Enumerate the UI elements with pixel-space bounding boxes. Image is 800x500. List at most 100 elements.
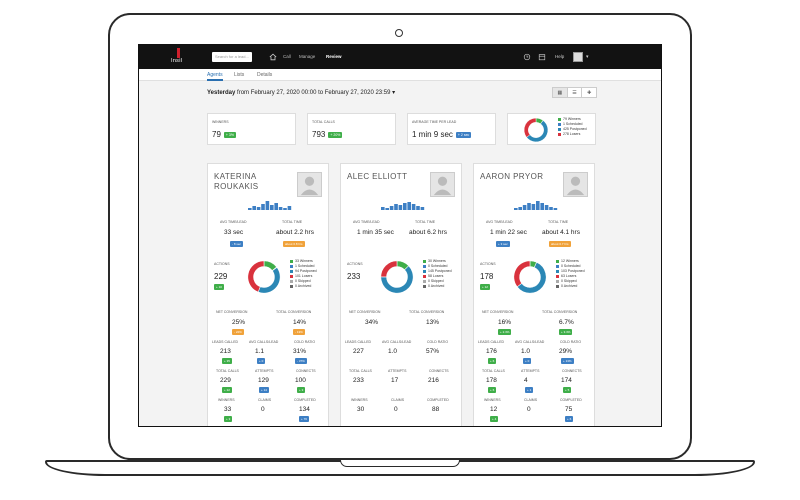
list-view-icon[interactable]: ☰ <box>568 88 583 97</box>
actions-legend: 30 Winners 0 Scheduled 145 Postponed 58 Los… <box>423 259 452 289</box>
completed-value: 88 <box>432 406 440 413</box>
sparkline-bar <box>381 207 385 210</box>
grid-view-icon[interactable]: ▦ <box>553 88 568 97</box>
cold-ratio-value: 57% <box>426 348 440 355</box>
claims-label: CLAIMS <box>391 398 405 402</box>
tab-details[interactable]: Details <box>257 72 273 78</box>
completed-label: COMPLETED <box>294 398 316 402</box>
total-conversion-label: TOTAL CONVERSION <box>276 310 312 314</box>
leads-called-value: 227 <box>353 348 364 355</box>
cold-ratio-label: COLD RATIO <box>427 340 449 344</box>
summary-avg-time-card: AVERAGE TIME PER LEAD 1 min 9 sec + 2 sec <box>407 113 496 145</box>
chevron-down-icon[interactable]: ▾ <box>586 54 589 60</box>
total-time-value: about 4.1 hrs <box>542 229 580 236</box>
attempts-label: ATTEMPTS <box>521 369 540 373</box>
attempts-label: ATTEMPTS <box>255 369 274 373</box>
sparkline-bar <box>540 203 544 210</box>
sparkline-bar <box>256 207 261 210</box>
completed-label: COMPLETED <box>427 398 449 402</box>
agent-card[interactable]: ALEC ELLIOTT AVG TIME/LEAD TOTAL TIME 1 … <box>340 163 462 426</box>
delta-badge: + 13% <box>561 358 574 364</box>
help-link[interactable]: Help <box>555 54 565 59</box>
connects-label: CONNECTS <box>296 369 316 373</box>
avg-time-label: AVG TIME/LEAD <box>486 220 513 224</box>
sparkline-bar <box>549 207 553 210</box>
user-avatar[interactable] <box>573 52 583 62</box>
sparkline-bar <box>553 208 558 210</box>
net-conversion-label: NET CONVERSION <box>216 310 248 314</box>
agent-name[interactable]: KATERINA ROUKAKIS <box>214 172 259 191</box>
stat-label: AVERAGE TIME PER LEAD <box>412 120 457 124</box>
stat-label: TOTAL CALLS <box>312 120 335 124</box>
avg-time-value: 1 min 22 sec <box>490 229 527 236</box>
tab-agents[interactable]: Agents <box>207 72 223 78</box>
sparkline-bar <box>416 206 420 210</box>
winners-value: 33 <box>224 406 232 413</box>
logo[interactable]: Insil <box>171 58 183 64</box>
delta-badge: - 8 sec <box>230 241 244 247</box>
stat-value: 793 + 20% <box>312 130 343 139</box>
agent-name[interactable]: ALEC ELLIOTT <box>347 172 408 181</box>
sparkline-bar <box>261 204 265 210</box>
leads-called-value: 176 <box>486 348 497 355</box>
delta-badge: + 4 <box>490 416 499 422</box>
sparkline-bar <box>389 206 394 210</box>
delta-badge: + 5 <box>563 387 572 393</box>
delta-badge: + 3 sec <box>496 241 510 247</box>
sparkline-bar <box>287 206 292 210</box>
date-range-selector[interactable]: Yesterday from February 27, 2020 00:00 t… <box>207 89 395 96</box>
search-input[interactable]: Search for a lead... <box>212 52 252 62</box>
total-conversion-label: TOTAL CONVERSION <box>409 310 445 314</box>
sparkline-bar <box>527 203 531 210</box>
avg-calls-value: 1.0 <box>388 348 398 355</box>
donut-slice <box>513 260 531 288</box>
agent-avatar <box>563 172 588 197</box>
history-icon[interactable] <box>523 53 531 61</box>
sparkline-bar <box>398 205 403 210</box>
sparkline-bar <box>544 205 549 210</box>
add-icon[interactable]: ✚ <box>587 89 592 96</box>
date-range-preset: Yesterday <box>207 90 236 96</box>
sparkline-bar <box>278 207 283 210</box>
delta-badge: + 12 <box>480 284 490 290</box>
active-tab-indicator <box>207 79 223 81</box>
agent-card[interactable]: AARON PRYOR AVG TIME/LEAD TOTAL TIME 1 m… <box>473 163 595 426</box>
leads-called-value: 213 <box>220 348 231 355</box>
nav-manage[interactable]: Manage <box>299 54 316 59</box>
connects-value: 174 <box>561 377 572 384</box>
attempts-value: 17 <box>391 377 399 384</box>
nav-call[interactable]: Call <box>283 54 291 59</box>
tab-lists[interactable]: Lists <box>234 72 245 78</box>
total-conversion-value: 14% <box>293 319 307 326</box>
nav-review[interactable]: Review <box>326 54 342 59</box>
avg-calls-label: AVG CALLS/LEAD <box>249 340 279 344</box>
summary-calls-card: TOTAL CALLS 793 + 20% <box>307 113 396 145</box>
home-icon[interactable] <box>269 53 277 61</box>
claims-value: 0 <box>394 406 398 413</box>
leads-called-label: LEADS CALLED <box>345 340 372 344</box>
actions-value: 233 <box>347 272 361 281</box>
laptop-notch <box>340 460 460 467</box>
actions-label: ACTIONS <box>480 262 496 266</box>
avg-time-label: AVG TIME/LEAD <box>220 220 247 224</box>
stat-delta-badge: + 20% <box>328 131 343 138</box>
net-conversion-value: 25% <box>232 319 246 326</box>
delta-badge: + 10 <box>214 284 224 290</box>
delta-badge: + 6 <box>488 358 497 364</box>
sparkline-bar <box>252 206 256 210</box>
avg-time-value: 1 min 35 sec <box>357 229 394 236</box>
winners-value: 12 <box>490 406 498 413</box>
calendar-icon[interactable] <box>538 53 546 61</box>
winners-label: WINNERS <box>484 398 501 402</box>
sparkline-bar <box>283 208 287 210</box>
activity-sparkline <box>514 201 558 210</box>
agent-name[interactable]: AARON PRYOR <box>480 172 544 181</box>
stat-value: 79 + 3% <box>212 130 236 139</box>
summary-winners-card: WINNERS 79 + 3% <box>207 113 296 145</box>
sparkline-bar <box>514 208 518 210</box>
delta-badge: - 22% <box>232 329 244 335</box>
total-conversion-label: TOTAL CONVERSION <box>542 310 578 314</box>
total-time-value: about 2.2 hrs <box>276 229 314 236</box>
agent-card[interactable]: KATERINA ROUKAKIS AVG TIME/LEAD TOTAL TIM… <box>207 163 329 426</box>
sparkline-bar <box>518 207 522 210</box>
